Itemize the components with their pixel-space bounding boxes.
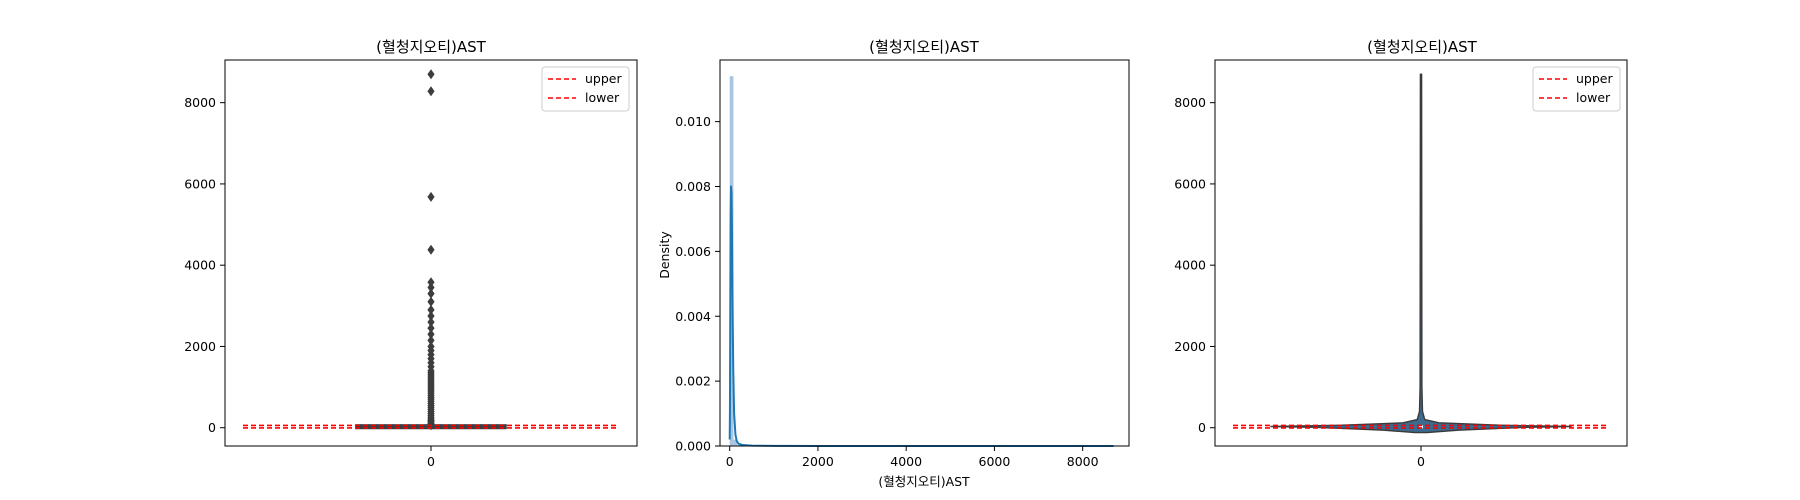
- y-tick-label: 8000: [184, 95, 216, 110]
- outlier-point: [427, 323, 435, 334]
- boxplot-title: (혈청지오티)AST: [376, 38, 486, 56]
- histogram-title: (혈청지오티)AST: [869, 38, 979, 56]
- violin-x-ticks: 0: [1417, 446, 1425, 469]
- outlier-point: [427, 277, 435, 288]
- y-tick-label: 4000: [184, 258, 216, 273]
- violin-title: (혈청지오티)AST: [1367, 38, 1477, 56]
- x-tick-label: 0: [726, 454, 734, 469]
- outlier-point: [427, 304, 435, 315]
- x-tick-label: 8000: [1067, 454, 1099, 469]
- violin-marks: [1233, 73, 1609, 434]
- legend-upper-label: upper: [1576, 71, 1613, 86]
- boxplot-panel: (혈청지오티)AST 0 2000 4000 6000 8000 0 upper low…: [184, 38, 638, 469]
- histogram-panel: (혈청지오티)AST 0.000 0.002 0.004 0.006 0.008 0.01…: [657, 38, 1130, 489]
- y-tick-label: 0.004: [675, 309, 711, 324]
- histogram-y-ticks: 0.000 0.002 0.004 0.006 0.008 0.010: [675, 114, 720, 454]
- legend-lower-label: lower: [1576, 90, 1611, 105]
- y-tick-label: 0.010: [675, 114, 711, 129]
- legend-box: [541, 66, 630, 112]
- outlier-point: [427, 329, 435, 340]
- boxplot-marks: [243, 69, 619, 431]
- outlier-point: [427, 317, 435, 328]
- outlier-point: [427, 191, 435, 202]
- histogram-bar: [733, 439, 738, 446]
- outlier-point: [427, 86, 435, 97]
- violin-legend: upper lower: [1532, 66, 1621, 112]
- outlier-point: [427, 310, 435, 321]
- y-tick-label: 2000: [184, 339, 216, 354]
- x-tick-label: 0: [1417, 454, 1425, 469]
- x-tick-label: 6000: [979, 454, 1011, 469]
- y-tick-label: 0: [1198, 420, 1206, 435]
- y-tick-label: 0.000: [675, 439, 711, 454]
- histogram-x-ticks: 0 2000 4000 6000 8000: [726, 446, 1099, 469]
- histogram-y-axis-label: Density: [657, 231, 672, 279]
- violin-y-ticks: 0 2000 4000 6000 8000: [1174, 95, 1215, 435]
- y-tick-label: 4000: [1174, 258, 1206, 273]
- outlier-point: [427, 244, 435, 255]
- legend-lower-label: lower: [585, 90, 620, 105]
- histogram-x-axis-label: (혈청지오티)AST: [878, 474, 970, 489]
- outlier-point: [427, 335, 435, 346]
- outlier-point: [427, 288, 435, 299]
- x-tick-label: 4000: [890, 454, 922, 469]
- boxplot-y-ticks: 0 2000 4000 6000 8000: [184, 95, 225, 435]
- x-tick-label: 0: [427, 454, 435, 469]
- y-tick-label: 0.002: [675, 374, 711, 389]
- outlier-point: [427, 341, 435, 352]
- x-tick-label: 2000: [802, 454, 834, 469]
- y-tick-label: 6000: [1174, 176, 1206, 191]
- outlier-point: [427, 282, 435, 293]
- y-tick-label: 0.006: [675, 244, 711, 259]
- violin-body: [1270, 73, 1572, 434]
- legend-upper-label: upper: [585, 71, 622, 86]
- violin-panel: (혈청지오티)AST 0 2000 4000 6000 8000 0 upper low…: [1174, 38, 1628, 469]
- boxplot-x-ticks: 0: [427, 446, 435, 469]
- y-tick-label: 2000: [1174, 339, 1206, 354]
- y-tick-label: 8000: [1174, 95, 1206, 110]
- y-tick-label: 6000: [184, 176, 216, 191]
- outlier-point: [427, 69, 435, 80]
- legend-box: [1532, 66, 1621, 112]
- outlier-point: [427, 296, 435, 307]
- boxplot-legend: upper lower: [541, 66, 630, 112]
- histogram-axes-frame: [719, 59, 1130, 447]
- y-tick-label: 0.008: [675, 179, 711, 194]
- y-tick-label: 0: [208, 420, 216, 435]
